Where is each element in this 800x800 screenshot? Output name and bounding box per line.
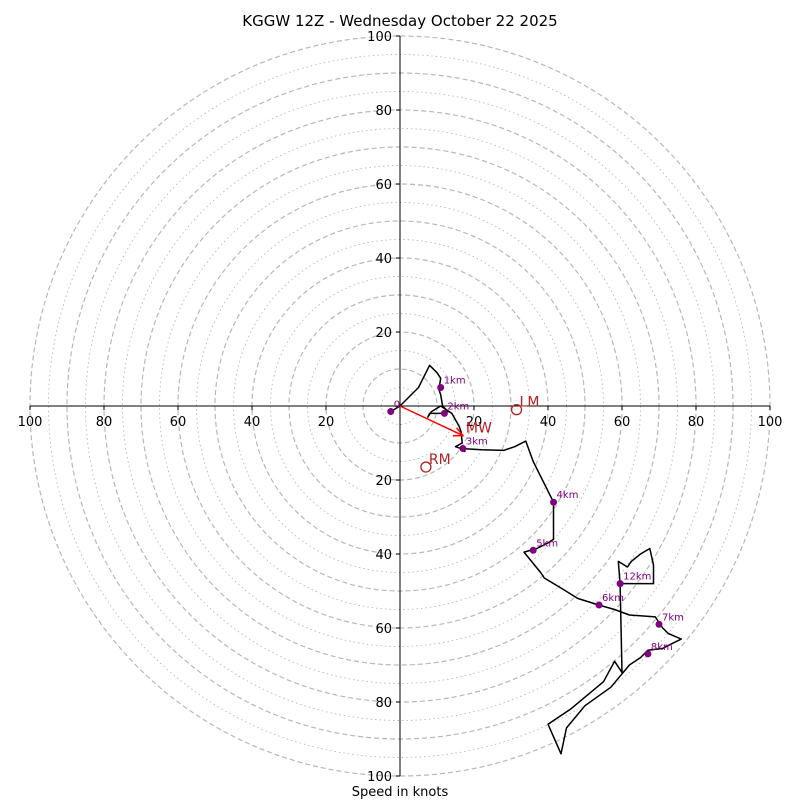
storm-motion-marker bbox=[510, 404, 523, 416]
height-marker bbox=[644, 650, 652, 658]
storm-motion-label: MW bbox=[466, 421, 492, 437]
y-tick-label: 60 bbox=[375, 178, 392, 193]
x-tick-label: 20 bbox=[466, 415, 483, 430]
x-tick-label: 20 bbox=[318, 415, 335, 430]
x-tick-label: 40 bbox=[244, 415, 261, 430]
wind-trace bbox=[390, 364, 682, 755]
hodograph-line bbox=[390, 364, 682, 755]
height-marker-label: 8km bbox=[651, 642, 673, 653]
height-marker-label: 4km bbox=[557, 490, 579, 501]
height-marker bbox=[550, 498, 558, 506]
x-tick-label: 100 bbox=[18, 415, 43, 430]
storm-vector-arrowhead bbox=[452, 427, 465, 437]
height-marker bbox=[529, 546, 537, 554]
x-tick-label: 80 bbox=[96, 415, 113, 430]
tick-labels: 100 80 60 40 20 20 40 60 80 100 100 80 60 40 20 20 40 60 8… bbox=[18, 30, 783, 785]
height-marker-label: 5km bbox=[536, 538, 558, 549]
y-tick-label: 20 bbox=[375, 474, 392, 489]
height-marker-label: 7km bbox=[662, 612, 684, 623]
height-marker bbox=[437, 384, 445, 391]
height-marker bbox=[459, 445, 467, 453]
x-axis-label: Speed in knots bbox=[352, 785, 449, 800]
x-tick-label: 100 bbox=[758, 415, 783, 430]
storm-motion-label: LM bbox=[520, 395, 540, 411]
x-tick-label: 60 bbox=[170, 415, 187, 430]
y-tick-label: 60 bbox=[375, 622, 392, 637]
y-tick-label: 80 bbox=[375, 104, 392, 119]
chart-title: KGGW 12Z - Wednesday October 22 2025 bbox=[242, 12, 557, 30]
storm-motion-marker bbox=[420, 461, 432, 473]
height-marker-label: 2km bbox=[447, 401, 469, 412]
storm-motion-markers: LM RM MW bbox=[420, 395, 540, 473]
y-tick-label: 100 bbox=[367, 770, 392, 785]
y-tick-label: 40 bbox=[375, 252, 392, 267]
storm-motion-label: RM bbox=[429, 452, 451, 468]
height-marker bbox=[595, 601, 603, 609]
height-marker-label: 3km bbox=[466, 437, 488, 448]
height-marker bbox=[616, 580, 624, 588]
height-marker-label: 1km bbox=[444, 376, 466, 387]
y-tick-label: 40 bbox=[375, 548, 392, 563]
storm-vector-line bbox=[399, 405, 464, 437]
height-marker-label: 12km bbox=[623, 572, 651, 583]
height-marker bbox=[440, 409, 448, 417]
height-marker-label: 6km bbox=[602, 593, 624, 604]
x-tick-label: 40 bbox=[540, 415, 557, 430]
y-tick-label: 20 bbox=[375, 326, 392, 341]
storm-vector bbox=[399, 405, 465, 437]
height-marker bbox=[387, 408, 395, 416]
x-tick-label: 60 bbox=[614, 415, 631, 430]
height-markers: 0 1km 2km 3km 4km 5km 6km 7km 8km 12km bbox=[387, 376, 684, 658]
x-tick-label: 80 bbox=[688, 415, 705, 430]
height-marker bbox=[655, 620, 663, 628]
y-tick-label: 80 bbox=[375, 696, 392, 711]
height-marker-label: 0 bbox=[394, 400, 400, 411]
y-tick-label: 100 bbox=[367, 30, 392, 45]
